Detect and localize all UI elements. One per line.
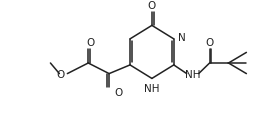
- Text: NH: NH: [144, 84, 160, 94]
- Text: O: O: [56, 70, 64, 80]
- Text: NH: NH: [185, 70, 200, 80]
- Text: O: O: [114, 88, 122, 98]
- Text: O: O: [148, 1, 156, 11]
- Text: O: O: [86, 38, 94, 48]
- Text: N: N: [178, 33, 185, 43]
- Text: O: O: [205, 38, 214, 48]
